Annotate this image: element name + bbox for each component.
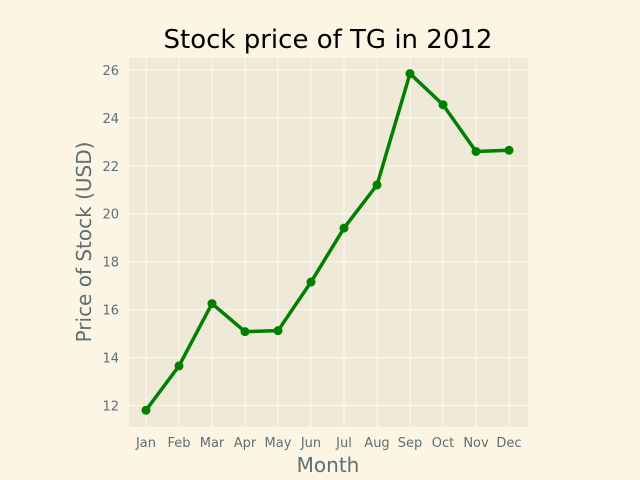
tick-labels: Jan Feb Mar Apr May Jun Jul Aug Sep Oct Nov Dec 12 14… — [102, 64, 521, 451]
data-point — [141, 405, 151, 415]
y-tick-label: 16 — [102, 304, 119, 319]
y-tick-label: 12 — [102, 399, 119, 414]
data-point — [438, 100, 448, 110]
series-layer — [141, 69, 514, 415]
data-point — [504, 145, 514, 155]
x-axis-label: Month — [297, 453, 360, 477]
grid — [129, 58, 528, 427]
data-point — [471, 146, 481, 156]
plot-area — [129, 58, 528, 427]
x-tick-label: Dec — [496, 436, 521, 451]
series-line — [144, 71, 511, 412]
x-tick-label: Oct — [432, 436, 454, 451]
y-axis-label: Price of Stock (USD) — [72, 142, 96, 343]
x-tick-label: Jul — [335, 436, 352, 451]
y-tick-label: 18 — [102, 256, 119, 271]
data-point — [273, 326, 283, 336]
data-point — [174, 361, 184, 371]
data-point — [405, 69, 415, 79]
data-point — [339, 223, 349, 233]
y-tick-label: 20 — [102, 208, 119, 223]
x-tick-label: Aug — [364, 436, 389, 451]
y-tick-label: 22 — [102, 160, 119, 175]
x-tick-label: Feb — [167, 436, 190, 451]
y-tick-label: 24 — [102, 112, 119, 127]
y-tick-label: 26 — [102, 64, 119, 79]
chart-title: Stock price of TG in 2012 — [164, 25, 493, 55]
data-point — [240, 327, 250, 337]
x-tick-label: Mar — [200, 436, 225, 451]
x-tick-label: Jun — [300, 436, 321, 451]
x-tick-label: Sep — [398, 436, 423, 451]
y-tick-label: 14 — [102, 352, 119, 367]
data-point — [306, 277, 316, 287]
x-tick-label: Nov — [463, 436, 489, 451]
x-tick-label: May — [265, 436, 292, 451]
x-tick-label: Jan — [135, 436, 156, 451]
x-tick-label: Apr — [234, 436, 257, 451]
data-point — [207, 299, 217, 309]
data-point — [372, 180, 382, 190]
